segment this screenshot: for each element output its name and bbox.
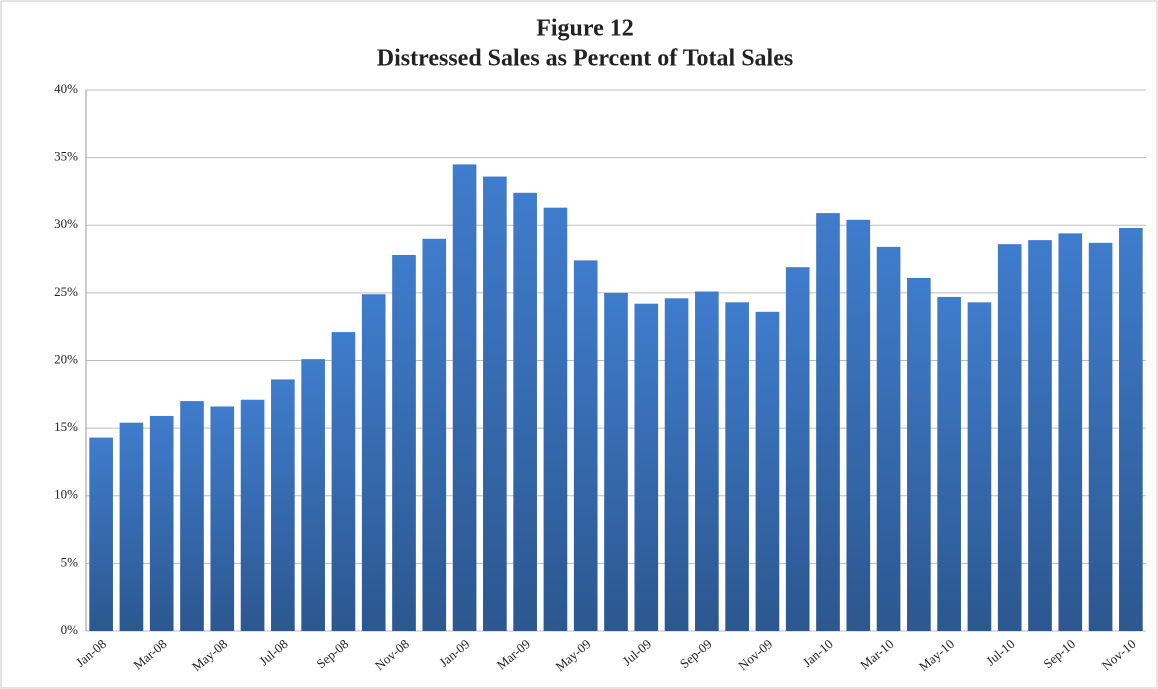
chart-title: Figure 12 [536, 16, 634, 42]
bar-shade [1028, 240, 1052, 631]
bar-shade [846, 219, 871, 631]
y-tick-label: 25% [54, 284, 78, 299]
bar-shade [573, 260, 598, 631]
bar-shade [634, 303, 659, 631]
bar-shade [271, 379, 295, 631]
bar-shade [119, 422, 144, 631]
bar-shade [392, 255, 416, 631]
y-tick-label: 20% [54, 351, 78, 366]
bar-shade [331, 332, 356, 631]
y-tick-label: 30% [54, 216, 78, 231]
bar-shade [1058, 233, 1083, 632]
y-tick-label: 0% [61, 622, 79, 637]
bar-shade [755, 311, 780, 631]
bar-shade [89, 437, 113, 631]
y-tick-label: 10% [54, 487, 78, 502]
bar-shade [543, 207, 568, 632]
bar-shade [816, 213, 840, 631]
bar-shade [210, 406, 235, 631]
bar-shade [604, 292, 628, 631]
bar-shade [513, 192, 537, 632]
y-tick-label: 15% [54, 419, 78, 434]
bar-shade [240, 399, 265, 631]
y-tick-label: 35% [54, 149, 78, 164]
chart-subtitle: Distressed Sales as Percent of Total Sal… [377, 46, 793, 72]
bar-shade [422, 238, 447, 631]
bar-shade [452, 164, 477, 631]
bar-shade [967, 302, 992, 631]
bar-shade [149, 415, 174, 631]
bar-shade [907, 277, 931, 631]
bar-shade [361, 294, 386, 631]
y-tick-label: 5% [61, 554, 79, 569]
bar-shade [301, 359, 325, 631]
bar-shade [997, 244, 1022, 631]
bar-shade [180, 401, 204, 631]
bar-shade [1119, 227, 1143, 631]
bar-shade [664, 298, 689, 631]
bar-shade [937, 296, 961, 631]
bar-shade [695, 291, 719, 631]
bar-shade [725, 302, 749, 631]
bar-shade [1088, 242, 1113, 631]
y-tick-label: 40% [54, 81, 78, 96]
bar-shade [876, 246, 901, 631]
bar-shade [785, 267, 810, 631]
bar-shade [483, 176, 507, 631]
